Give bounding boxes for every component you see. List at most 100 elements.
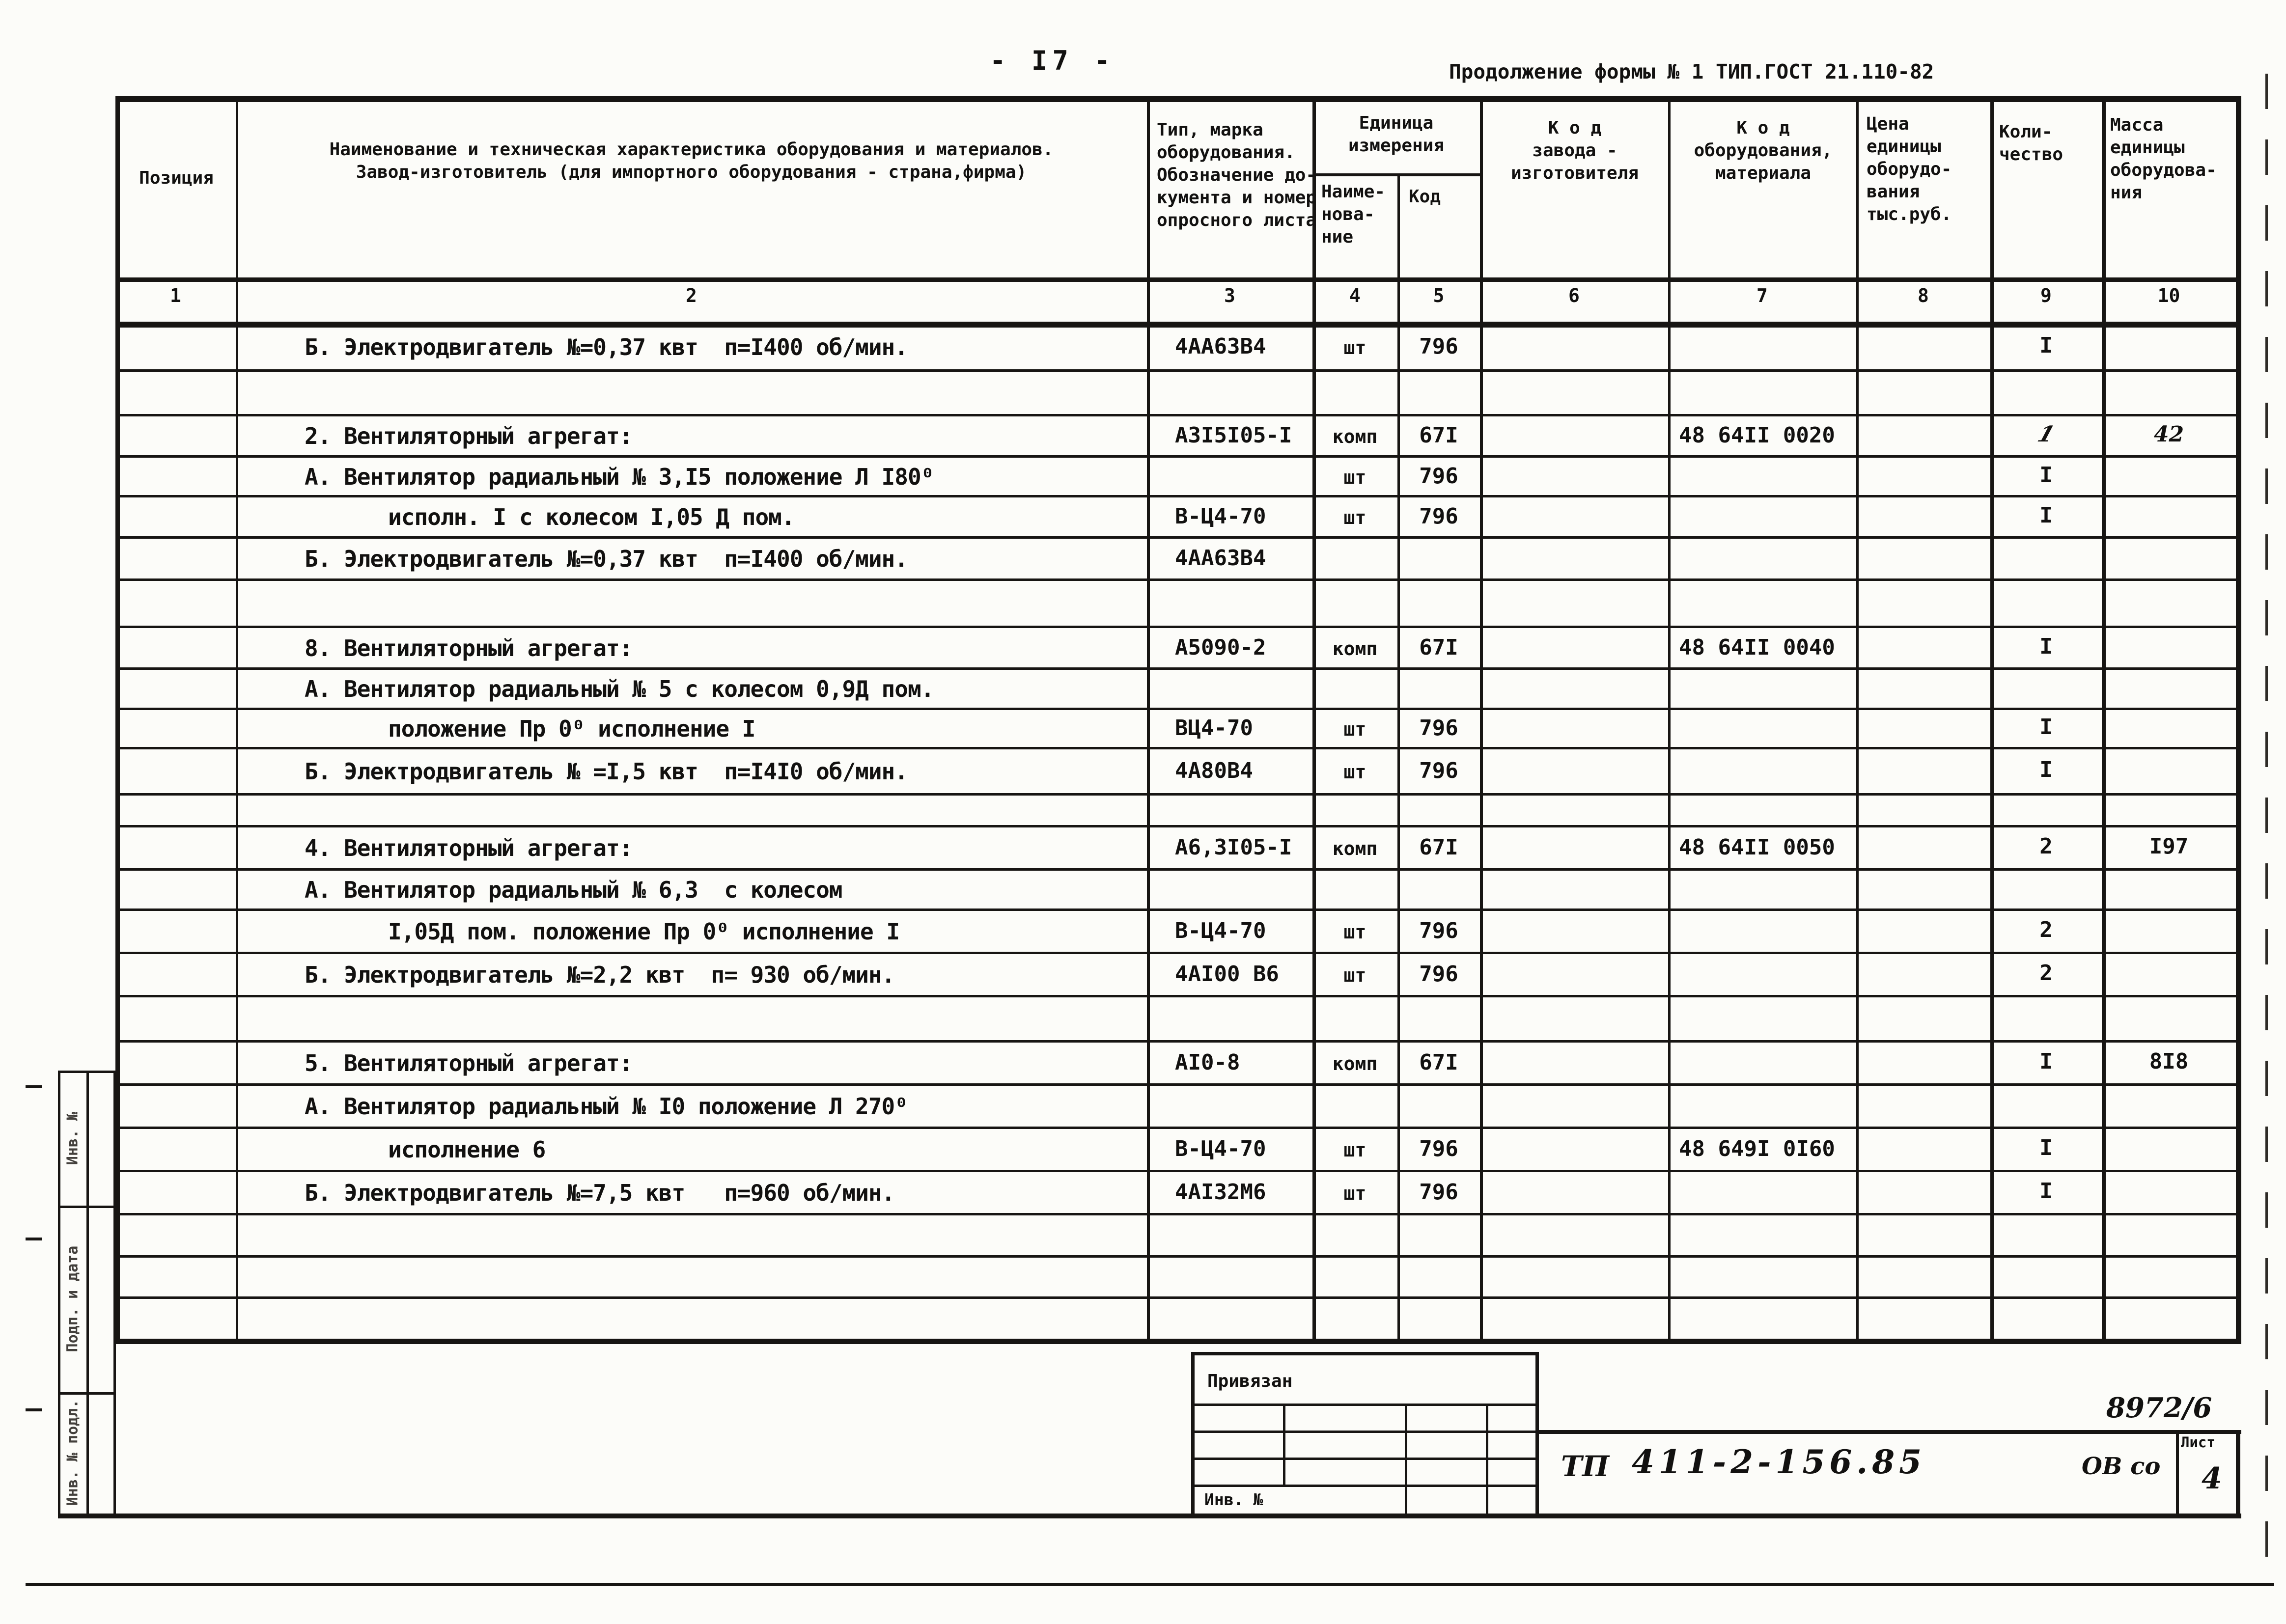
- stamp-line: [1191, 1352, 1538, 1355]
- unit-subheader-line: [1312, 173, 1480, 176]
- titleblock-doc-number: 411-2-156.85: [1632, 1443, 1926, 1481]
- row-equip-code: 48 64II 0040: [1679, 634, 1835, 660]
- row-unit: шт: [1343, 718, 1366, 740]
- column-line: [1480, 96, 1483, 1339]
- row-line: [115, 667, 2241, 670]
- row-type-mark: 4АА63В4: [1175, 546, 1266, 571]
- row-type-mark: В-Ц4-70: [1175, 504, 1266, 529]
- stamp-line: [1191, 1485, 1538, 1487]
- row-unit-code: 796: [1419, 504, 1458, 529]
- titleblock-top-line: [1538, 1430, 2241, 1434]
- form-continuation-note: Продолжение формы № 1 ТИП.ГОСТ 21.110-82: [1449, 60, 1934, 83]
- margin-strip-line: [86, 1071, 89, 1514]
- row-line: [115, 414, 2241, 416]
- row-type-mark: В-Ц4-70: [1175, 1136, 1266, 1161]
- row-line: [115, 369, 2241, 372]
- column-line: [115, 96, 120, 1339]
- column-number: 1: [170, 285, 181, 306]
- stamp-inner-line: [1486, 1404, 1488, 1514]
- row-unit-code: 796: [1419, 716, 1458, 741]
- row-equip-code: 48 64II 0050: [1679, 835, 1835, 860]
- row-quantity: 1: [2035, 422, 2058, 447]
- header-bottom-line: [115, 277, 2241, 282]
- row-unit: комп: [1332, 838, 1378, 859]
- column-number: 6: [1568, 285, 1580, 306]
- row-name: исполнение 6: [388, 1136, 546, 1163]
- row-line: [115, 952, 2241, 954]
- row-quantity: 2: [2039, 917, 2053, 942]
- stamp-left-border: [1191, 1352, 1195, 1514]
- titleblock-org-mark: ОВ со: [2082, 1453, 2161, 1480]
- column-line: [1990, 96, 1994, 1339]
- row-quantity: I: [2039, 633, 2053, 659]
- row-name: положение Пр 0⁰ исполнение I: [388, 716, 755, 742]
- margin-strip-line: [58, 1071, 60, 1514]
- row-unit-code: 67I: [1419, 634, 1458, 660]
- row-line: [115, 1127, 2241, 1129]
- row-unit-code: 796: [1419, 1136, 1458, 1161]
- row-unit: шт: [1343, 921, 1366, 943]
- row-equip-code: 48 649I 0I60: [1679, 1136, 1835, 1161]
- row-line: [115, 747, 2241, 749]
- row-unit-mass: I97: [2149, 834, 2189, 859]
- row-unit: шт: [1343, 964, 1366, 986]
- row-unit-code: 796: [1419, 463, 1458, 489]
- row-name: 5. Вентиляторный агрегат:: [305, 1050, 633, 1076]
- table-top-border: [115, 96, 2241, 102]
- row-line: [115, 626, 2241, 628]
- col-header-position: Позиция: [139, 168, 214, 188]
- row-line: [115, 495, 2241, 497]
- sheet-frame-dashed-line: [2265, 74, 2268, 1576]
- row-equip-code: 48 64II 0020: [1679, 423, 1835, 448]
- stamp-line: [1191, 1458, 1538, 1460]
- row-quantity: 2: [2039, 834, 2053, 859]
- row-line: [115, 1040, 2241, 1043]
- row-unit: комп: [1332, 1053, 1378, 1074]
- col-header-unit-name: Наиме- нова- ние: [1321, 182, 1386, 247]
- row-line: [115, 578, 2241, 581]
- table-right-border: [2236, 96, 2241, 1339]
- row-unit: комп: [1332, 637, 1378, 660]
- row-unit: шт: [1343, 336, 1366, 358]
- row-name: Б. Электродвигатель №=0,37 квт п=I400 об…: [305, 333, 908, 360]
- row-unit-code: 796: [1419, 918, 1458, 943]
- margin-tick: [26, 1238, 42, 1240]
- unit-split-line: [1397, 173, 1400, 1339]
- row-name: Б. Электродвигатель №=7,5 квт п=960 об/м…: [305, 1180, 895, 1206]
- column-number: 4: [1349, 285, 1361, 306]
- page-number: - I7 -: [990, 45, 1115, 76]
- row-unit-mass: 42: [2153, 422, 2184, 447]
- stamp-inv-label: Инв. №: [1204, 1490, 1263, 1509]
- stamp-line: [1191, 1431, 1538, 1433]
- margin-strip-line: [58, 1392, 114, 1395]
- row-unit: шт: [1343, 1183, 1366, 1204]
- col-header-unit-code: Код: [1409, 187, 1441, 207]
- row-name: 8. Вентиляторный агрегат:: [305, 634, 633, 661]
- row-line: [115, 825, 2241, 827]
- row-type-mark: А3I5I05-I: [1175, 423, 1292, 448]
- titleblock-right-border: [2236, 1430, 2240, 1514]
- col-header-unit-group: Единица измерения: [1348, 113, 1445, 156]
- row-quantity: I: [2039, 1049, 2053, 1074]
- row-line: [115, 995, 2241, 997]
- margin-tick: [26, 1085, 42, 1088]
- row-quantity: I: [2039, 1135, 2053, 1160]
- row-unit-code: 796: [1419, 333, 1458, 359]
- row-type-mark: 4АI00 В6: [1175, 962, 1279, 987]
- stamp-line: [1191, 1404, 1538, 1406]
- titleblock-sheet-label: Лист: [2181, 1434, 2215, 1451]
- margin-tick: [26, 1408, 42, 1411]
- row-quantity: I: [2039, 715, 2053, 740]
- column-line: [2102, 96, 2106, 1339]
- row-unit: шт: [1343, 761, 1366, 783]
- column-line: [1147, 96, 1150, 1339]
- row-name: Б. Электродвигатель №=0,37 квт п=I400 об…: [305, 546, 908, 572]
- row-line: [115, 536, 2241, 539]
- margin-strip-line: [58, 1206, 114, 1208]
- column-number: 3: [1224, 285, 1235, 306]
- row-name: исполн. I с колесом I,05 Д пом.: [388, 504, 795, 530]
- row-type-mark: 4АI32М6: [1175, 1180, 1266, 1205]
- row-unit-code: 796: [1419, 1180, 1458, 1205]
- row-unit-code: 796: [1419, 962, 1458, 987]
- margin-label-inv: Инв. №: [64, 1111, 82, 1165]
